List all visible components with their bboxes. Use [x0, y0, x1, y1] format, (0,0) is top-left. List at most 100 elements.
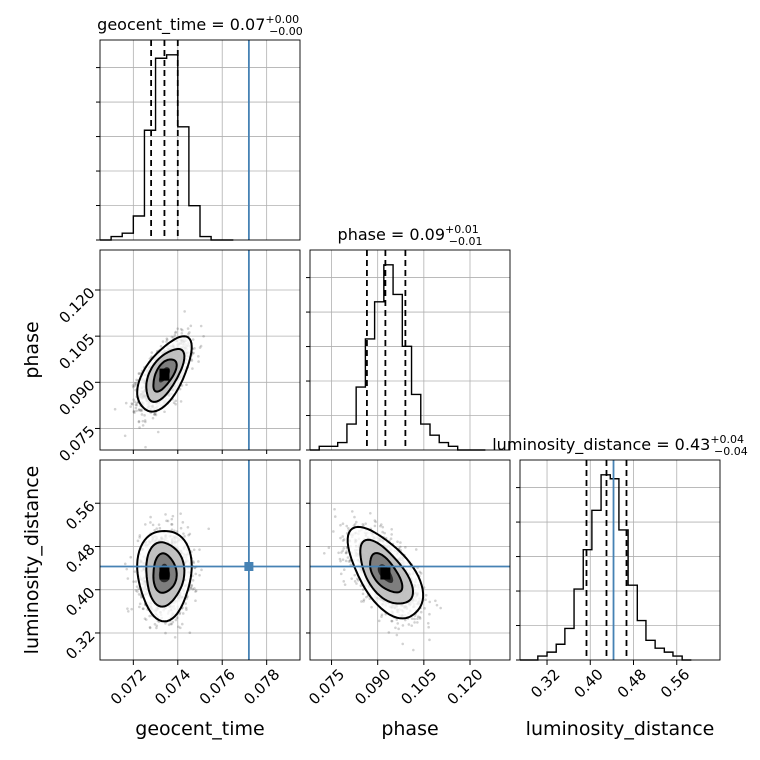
scatter-point — [173, 635, 177, 639]
scatter-point — [149, 521, 152, 524]
scatter-point — [138, 534, 142, 537]
scatter-point — [153, 412, 157, 415]
scatter-point — [343, 583, 347, 586]
scatter-point — [362, 600, 365, 603]
scatter-point — [338, 557, 342, 561]
scatter-point — [183, 310, 186, 313]
scatter-point — [190, 584, 193, 588]
scatter-point — [341, 522, 345, 526]
peak-density-block — [159, 567, 170, 580]
scatter-point — [141, 419, 145, 423]
scatter-point — [397, 627, 400, 631]
histogram-luminosity_distance — [520, 474, 692, 661]
scatter-point — [414, 548, 418, 551]
scatter-point — [169, 622, 173, 626]
scatter-point — [155, 624, 159, 628]
scatter-point — [369, 511, 372, 515]
scatter-point — [434, 599, 437, 603]
scatter-point — [339, 572, 343, 576]
scatter-point — [132, 580, 135, 583]
scatter-point — [333, 507, 336, 511]
histogram-geocent_time — [100, 54, 234, 241]
scatter-point — [380, 613, 384, 617]
scatter-point — [143, 414, 146, 417]
scatter-point — [424, 598, 427, 602]
scatter-point — [191, 338, 195, 341]
ytick-label-phase: 0.105 — [55, 330, 98, 373]
hist-frame-luminosity_distance — [519, 459, 721, 661]
scatter-point — [136, 539, 140, 543]
scatter-point — [202, 334, 205, 338]
scatter-point — [129, 555, 133, 559]
scatter-point — [390, 619, 394, 623]
scatter-point — [191, 367, 194, 370]
scatter-point — [194, 590, 197, 593]
scatter-point — [175, 616, 179, 620]
scatter-point — [419, 610, 423, 614]
scatter-point — [419, 572, 423, 575]
xtick-label-geocent_time: 0.076 — [196, 665, 239, 708]
scatter-point — [180, 331, 184, 335]
scatter-point — [132, 410, 136, 414]
scatter-point — [179, 327, 183, 331]
scatter-point — [170, 528, 174, 531]
scatter-point — [140, 596, 143, 599]
panel-luminosity_distance-vs-phase — [309, 459, 511, 661]
scatter-point — [165, 340, 168, 343]
scatter-point — [342, 568, 346, 572]
scatter-point — [165, 519, 168, 523]
scatter-point — [133, 382, 137, 385]
scatter-point — [137, 587, 141, 591]
scatter-point — [412, 648, 415, 652]
scatter-point — [200, 568, 203, 572]
scatter-point — [422, 586, 426, 589]
scatter-point — [428, 600, 432, 604]
ytick-label-luminosity_distance: 0.56 — [62, 497, 98, 533]
hist-panel-geocent_time: geocent_time = 0.07+0.00 −0.00 — [96, 13, 303, 241]
grid — [100, 460, 300, 660]
scatter-point — [401, 624, 405, 627]
scatter-point — [189, 324, 193, 328]
xtick-label-phase: 0.120 — [444, 665, 487, 708]
scatter-point — [361, 592, 365, 596]
scatter-point — [131, 402, 134, 406]
scatter-point — [361, 588, 365, 591]
scatter-point — [170, 335, 174, 339]
scatter-point — [181, 612, 185, 615]
panel-content — [100, 460, 300, 660]
scatter-point — [135, 403, 139, 407]
scatter-point — [134, 580, 138, 583]
scatter-point — [354, 520, 358, 524]
scatter-point — [390, 619, 393, 623]
scatter-point — [359, 584, 363, 587]
scatter-point — [383, 531, 386, 535]
scatter-point — [428, 638, 431, 642]
scatter-point — [123, 434, 127, 438]
scatter-point — [379, 524, 382, 528]
scatter-point — [416, 621, 419, 624]
scatter-point — [418, 570, 422, 574]
scatter-point — [183, 535, 186, 538]
scatter-point — [345, 551, 348, 555]
scatter-point — [185, 608, 188, 611]
scatter-point — [148, 626, 152, 630]
grid-luminosity_distance — [520, 460, 720, 660]
scatter-point — [137, 419, 141, 423]
scatter-point — [395, 618, 399, 621]
scatter-point — [135, 585, 139, 588]
scatter-point — [373, 519, 377, 522]
scatter-point — [134, 589, 138, 592]
scatter-point — [140, 413, 144, 416]
scatter-point — [184, 602, 187, 605]
scatter-point — [163, 410, 166, 414]
scatter-point — [355, 582, 358, 585]
scatter-point — [350, 510, 354, 513]
scatter-point — [137, 408, 141, 411]
scatter-point — [137, 420, 141, 424]
scatter-point — [180, 328, 184, 332]
scatter-point — [137, 372, 141, 375]
scatter-point — [190, 359, 194, 362]
scatter-point — [179, 512, 182, 515]
scatter-point — [172, 401, 176, 405]
scatter-point — [353, 580, 357, 583]
